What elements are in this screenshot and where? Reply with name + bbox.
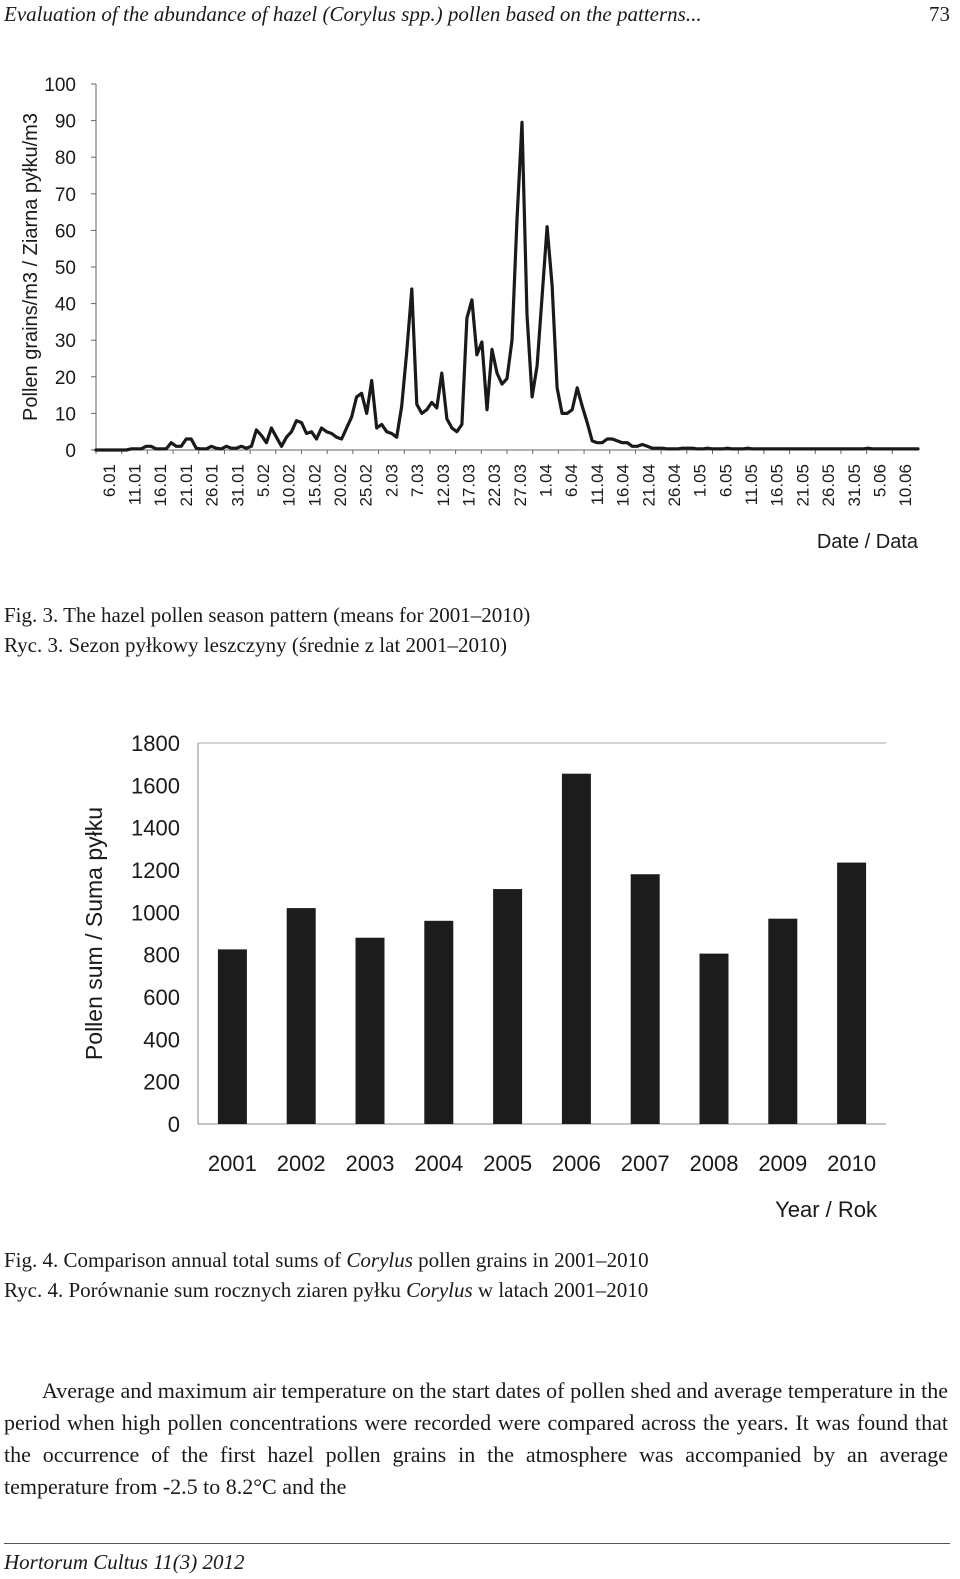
x-tick-label: 10.06: [896, 464, 915, 507]
x-tick-label: 2008: [690, 1151, 739, 1176]
x-tick-label: 2002: [277, 1151, 326, 1176]
bar-2004: [424, 920, 454, 1124]
bar-2001: [217, 949, 247, 1124]
figure4-caption-en-prefix: Fig. 4. Comparison annual total sums of: [4, 1248, 347, 1272]
y-tick-label: 30: [55, 331, 76, 352]
y-tick-label: 800: [143, 943, 180, 968]
x-tick-label: 25.02: [357, 464, 376, 507]
x-tick-label: 1.05: [691, 464, 710, 497]
journal-footer: Hortorum Cultus 11(3) 2012: [4, 1550, 245, 1574]
x-tick-label: 16.05: [768, 464, 787, 507]
y-tick-label: 50: [55, 258, 76, 279]
y-tick-label: 80: [55, 148, 76, 169]
x-tick-label: 6.01: [100, 464, 119, 497]
bar-2005: [493, 889, 523, 1124]
y-tick-label: 0: [168, 1112, 180, 1137]
x-tick-label: 5.06: [870, 464, 889, 497]
x-tick-label: 6.04: [562, 464, 581, 497]
y-tick-label: 1400: [131, 816, 180, 841]
x-axis-title: Year / Rok: [775, 1197, 878, 1222]
bar-2002: [286, 908, 316, 1124]
x-tick-label: 26.04: [665, 464, 684, 507]
bar-2006: [561, 773, 591, 1124]
figure4-caption-en-suffix: pollen grains in 2001–2010: [412, 1248, 649, 1272]
running-head: Evaluation of the abundance of hazel (Co…: [4, 2, 950, 32]
x-tick-label: 31.05: [845, 464, 864, 507]
x-tick-label: 2.03: [382, 464, 401, 497]
x-tick-label: 2010: [827, 1151, 876, 1176]
x-tick-label: 1.04: [537, 464, 556, 497]
body-paragraph: Average and maximum air temperature on t…: [4, 1378, 948, 1499]
x-tick-label: 26.05: [819, 464, 838, 507]
y-tick-label: 60: [55, 221, 76, 242]
y-tick-label: 10: [55, 404, 76, 425]
figure4-caption-pl-suffix: w latach 2001–2010: [472, 1278, 649, 1302]
y-tick-label: 1800: [131, 731, 180, 756]
x-tick-label: 17.03: [459, 464, 478, 507]
x-tick-label: 27.03: [511, 464, 530, 507]
figure3-caption-en: Fig. 3. The hazel pollen season pattern …: [4, 603, 531, 627]
bar-2007: [630, 874, 660, 1124]
y-tick-label: 600: [143, 985, 180, 1010]
figure4-caption-en-genus: Corylus: [346, 1248, 413, 1272]
x-tick-label: 21.05: [793, 464, 812, 507]
page-number: 73: [929, 2, 950, 26]
figure4-caption-en: Fig. 4. Comparison annual total sums of …: [4, 1245, 649, 1275]
x-tick-label: 20.02: [331, 464, 350, 507]
figure3-caption-pl: Ryc. 3. Sezon pyłkowy leszczyny (średnie…: [4, 633, 508, 657]
pollen-series-line: [94, 120, 920, 452]
figure4-caption-pl-prefix: Ryc. 4. Porównanie sum rocznych ziaren p…: [4, 1278, 407, 1302]
footer-rule: [4, 1543, 950, 1544]
x-tick-label: 2006: [552, 1151, 601, 1176]
x-tick-label: 21.04: [639, 464, 658, 507]
x-tick-label: 26.01: [203, 464, 222, 507]
body-text: Average and maximum air temperature on t…: [4, 1375, 948, 1503]
x-tick-label: 11.04: [588, 464, 607, 505]
y-tick-label: 1200: [131, 858, 180, 883]
y-tick-label: 1000: [131, 900, 180, 925]
x-tick-label: 21.01: [177, 464, 196, 507]
x-tick-label: 5.02: [254, 464, 273, 497]
x-tick-label: 10.02: [280, 464, 299, 507]
y-tick-label: 90: [55, 112, 76, 133]
y-tick-label: 100: [44, 75, 76, 96]
bar-2008: [699, 953, 729, 1124]
x-tick-label: 16.01: [151, 464, 170, 507]
y-tick-label: 40: [55, 295, 76, 316]
bar-2010: [837, 862, 867, 1124]
annual-pollen-bar-chart: 0 200 400 600 800 1000 1200 1400 1600 1800 Pollen …: [81, 731, 886, 1222]
x-tick-label: 2003: [346, 1151, 395, 1176]
y-tick-label: 0: [65, 441, 76, 462]
bar-2009: [768, 918, 798, 1124]
x-tick-label: 22.03: [485, 464, 504, 507]
x-tick-label: 2001: [208, 1151, 257, 1176]
y-axis-title: Pollen grains/m3 / Ziarna pyłku/m3: [20, 113, 42, 421]
x-tick-label: 12.03: [434, 464, 453, 507]
bar-2003: [355, 937, 385, 1124]
y-tick-label: 70: [55, 185, 76, 206]
x-tick-label: 31.01: [228, 464, 247, 507]
y-tick-label: 1600: [131, 773, 180, 798]
y-tick-label: 400: [143, 1027, 180, 1052]
x-tick-label: 11.01: [126, 464, 145, 505]
y-tick-label: 200: [143, 1070, 180, 1095]
x-axis-title: Date / Data: [817, 531, 919, 553]
x-tick-label: 2009: [758, 1151, 807, 1176]
running-title: Evaluation of the abundance of hazel (Co…: [4, 2, 702, 26]
y-axis-title: Pollen sum / Suma pyłku: [81, 807, 107, 1060]
x-tick-label: 7.03: [408, 464, 427, 497]
x-tick-label: 2005: [483, 1151, 532, 1176]
x-tick-label: 11.05: [742, 464, 761, 505]
x-tick-label: 2004: [414, 1151, 463, 1176]
figure4-caption-pl-genus: Corylus: [406, 1278, 473, 1302]
x-tick-label: 2007: [621, 1151, 670, 1176]
y-tick-label: 20: [55, 368, 76, 389]
x-tick-label: 15.02: [305, 464, 324, 507]
x-tick-label: 6.05: [716, 464, 735, 497]
x-tick-label: 16.04: [614, 464, 633, 507]
figure4-caption-pl: Ryc. 4. Porównanie sum rocznych ziaren p…: [4, 1275, 648, 1305]
